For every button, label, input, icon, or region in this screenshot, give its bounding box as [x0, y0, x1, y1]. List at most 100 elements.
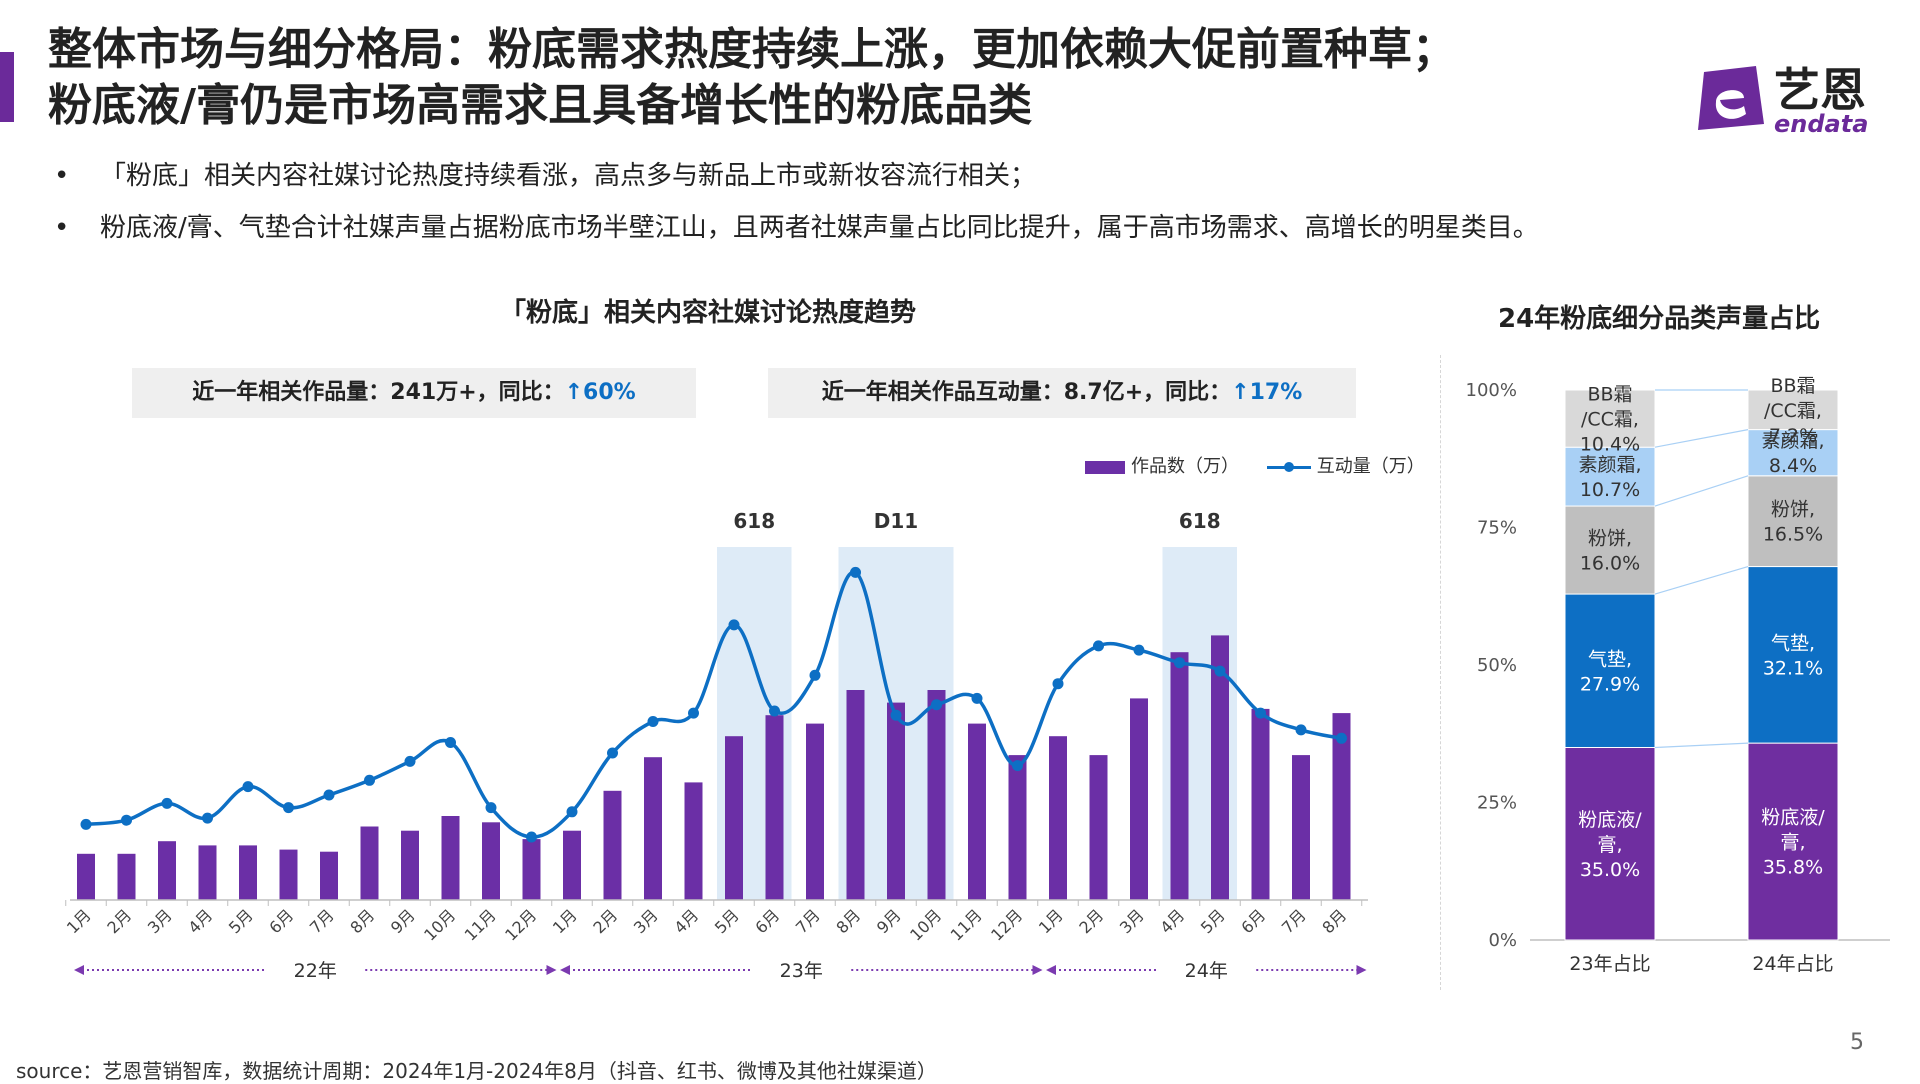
- interaction-point: [850, 566, 861, 578]
- stat-works-count: 近一年相关作品量：241万+，同比：↑60%: [132, 368, 696, 418]
- x-tick-label: 6月: [265, 905, 297, 937]
- trend-chart-legend: 作品数（万） 互动量（万）: [1085, 452, 1447, 478]
- x-tick-label: 2月: [103, 905, 135, 937]
- year-group-label: 22年: [294, 960, 337, 982]
- interaction-point: [1255, 707, 1266, 719]
- segment-label: 35.0%: [1580, 859, 1640, 881]
- interaction-point: [890, 709, 902, 721]
- bar-works: [482, 822, 500, 900]
- segment-label: 35.8%: [1763, 857, 1823, 879]
- x-tick-label: 11月: [947, 905, 986, 944]
- interaction-point: [202, 812, 213, 824]
- interaction-point: [1295, 724, 1307, 736]
- interaction-point: [1093, 640, 1104, 652]
- x-tick-label: 4月: [1156, 905, 1188, 937]
- legend-label-interaction: 互动量（万）: [1316, 456, 1425, 477]
- segment-label: 粉底液/: [1578, 809, 1642, 831]
- x-tick-label: 1月: [549, 905, 581, 937]
- stacked-segment: [1747, 429, 1839, 477]
- title-line-2: 粉底液/膏仍是市场高需求且具备增长性的粉底品类: [48, 80, 1033, 131]
- interaction-point: [445, 737, 456, 748]
- bar-works: [1332, 713, 1351, 900]
- segment-label: 气垫,: [1771, 632, 1815, 654]
- interaction-point: [566, 806, 578, 818]
- bullet-text-1: 「粉底」相关内容社媒讨论热度持续看涨，高点多与新品上市或新妆容流行相关；: [100, 161, 1037, 191]
- stat-interaction-text: 近一年相关作品互动量：8.7亿+，同比：: [821, 380, 1232, 405]
- interaction-point: [121, 814, 132, 826]
- segment-connector: [1654, 565, 1749, 595]
- interaction-point: [404, 755, 416, 767]
- year-group-label: 24年: [1185, 960, 1228, 982]
- interaction-point: [1133, 644, 1145, 656]
- bar-works: [846, 690, 865, 900]
- legend-item-interaction: 互动量（万）: [1266, 452, 1425, 478]
- year-group-label: 23年: [780, 960, 823, 982]
- x-tick-label: 10月: [420, 905, 459, 944]
- stat-interaction-count: 近一年相关作品互动量：8.7亿+，同比：↑17%: [768, 368, 1356, 418]
- x-tick-label: 6月: [1237, 905, 1269, 937]
- legend-label-works: 作品数（万）: [1131, 456, 1239, 477]
- segment-label: 10.7%: [1580, 479, 1640, 501]
- title-accent-bar: [0, 52, 14, 122]
- stat-interaction-growth: ↑17%: [1231, 380, 1303, 405]
- segment-label: BB霜: [1770, 375, 1815, 397]
- y-tick-label: 25%: [1477, 793, 1517, 814]
- stacked-segment: [1564, 389, 1656, 448]
- x-tick-label: 3月: [630, 905, 662, 937]
- interaction-point: [728, 619, 740, 631]
- segment-label: /CC霜,: [1764, 400, 1822, 422]
- bullet-item-1: • 「粉底」相关内容社媒讨论热度持续看涨，高点多与新品上市或新妆容流行相关；: [48, 150, 1868, 202]
- interaction-point: [323, 789, 335, 801]
- interaction-point: [526, 831, 537, 843]
- y-tick-label: 0%: [1488, 930, 1517, 951]
- stacked-segment: [1564, 505, 1656, 595]
- interaction-point: [1052, 678, 1064, 690]
- interaction-point: [485, 802, 497, 814]
- x-tick-label: 2月: [1075, 905, 1107, 937]
- interaction-point: [688, 707, 699, 719]
- segment-connector: [1654, 742, 1749, 749]
- segment-label: 8.4%: [1769, 455, 1817, 477]
- x-tick-label: 6月: [751, 905, 783, 937]
- bar-works: [522, 839, 541, 900]
- chart-divider: [1440, 355, 1441, 990]
- year-arrow-head: [546, 965, 557, 975]
- bar-works: [927, 690, 946, 900]
- interaction-point: [364, 774, 375, 786]
- bar-works: [158, 841, 176, 900]
- bar-works: [1211, 635, 1229, 900]
- bar-works: [1089, 755, 1108, 900]
- share-chart-title: 24年粉底细分品类声量占比: [1498, 304, 1821, 334]
- bullet-dot: •: [54, 213, 70, 243]
- legend-line-swatch: [1266, 460, 1311, 474]
- year-arrow-head: [560, 965, 570, 975]
- segment-label: 10.4%: [1580, 434, 1640, 456]
- bullet-text-2: 粉底液/膏、气垫合计社媒声量占据粉底市场半壁江山，且两者社媒声量占比同比提升，属…: [100, 213, 1539, 243]
- bar-works: [1130, 698, 1148, 900]
- bar-works: [401, 830, 419, 900]
- source-footnote: source：艺恩营销智库，数据统计周期：2024年1月-2024年8月（抖音、…: [16, 1059, 937, 1083]
- bullet-item-2: • 粉底液/膏、气垫合计社媒声量占据粉底市场半壁江山，且两者社媒声量占比同比提升…: [48, 202, 1868, 254]
- x-tick-label: 4月: [184, 905, 216, 937]
- x-tick-label: 1月: [63, 905, 95, 937]
- bar-works: [725, 736, 743, 900]
- x-tick-label: 12月: [987, 905, 1026, 944]
- highlight-label: D11: [874, 509, 918, 533]
- bar-works: [968, 723, 986, 900]
- interaction-point: [1012, 760, 1023, 772]
- bar-works: [279, 849, 298, 900]
- interaction-point: [1174, 657, 1185, 669]
- stacked-segment: [1747, 475, 1839, 568]
- bar-works: [603, 790, 622, 900]
- legend-item-works: 作品数（万）: [1085, 452, 1239, 478]
- interaction-point: [647, 716, 659, 727]
- x-category-label: 24年占比: [1752, 953, 1833, 975]
- x-tick-label: 2月: [589, 905, 621, 937]
- bar-works: [360, 826, 379, 900]
- x-tick-label: 8月: [1318, 905, 1350, 937]
- x-tick-label: 9月: [387, 905, 419, 937]
- x-tick-label: 12月: [501, 905, 540, 944]
- interaction-point: [242, 781, 254, 793]
- stacked-segment: [1564, 446, 1656, 507]
